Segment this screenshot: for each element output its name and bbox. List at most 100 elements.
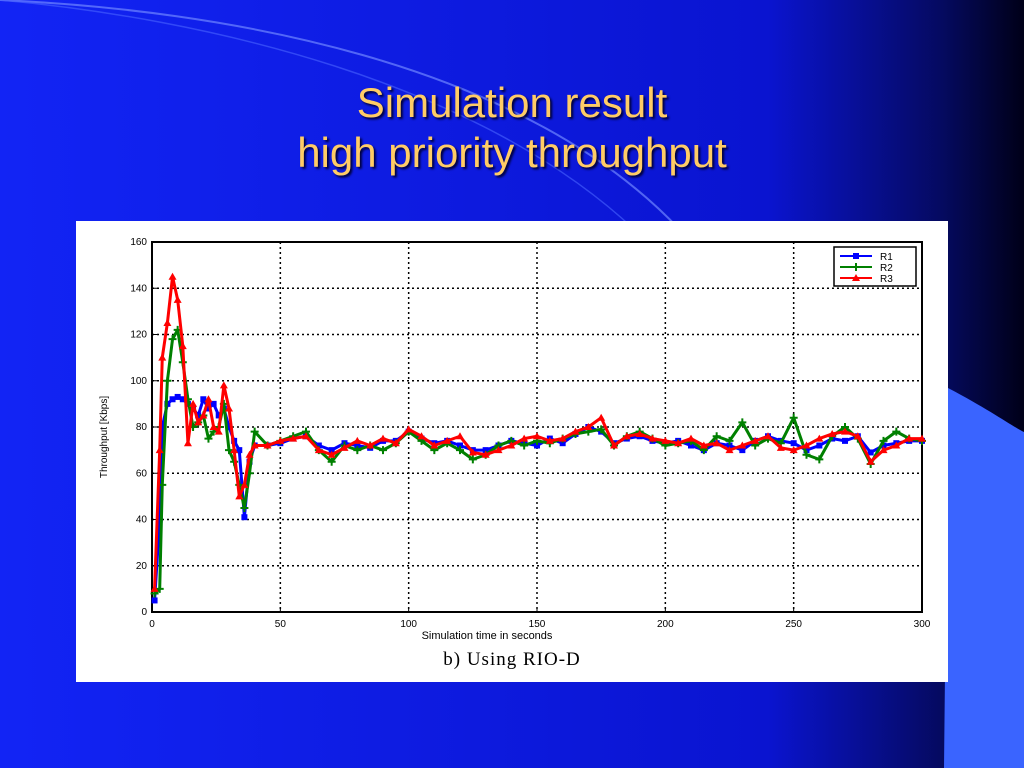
series-r3: [150, 272, 926, 592]
data-point: [534, 442, 540, 449]
data-point: [776, 443, 785, 451]
y-tick-label: 160: [130, 237, 147, 248]
data-point: [879, 436, 888, 445]
data-point: [853, 253, 859, 259]
data-point: [158, 353, 167, 361]
data-point: [219, 381, 228, 389]
legend-label: R1: [880, 252, 893, 263]
x-tick-label: 250: [785, 619, 802, 630]
data-point: [366, 441, 375, 449]
series-line: [153, 328, 923, 595]
x-tick-label: 0: [149, 619, 155, 630]
data-point: [558, 434, 567, 442]
grid-lines: [152, 242, 922, 612]
title-line-1: Simulation result: [356, 79, 668, 126]
x-tick-label: 300: [914, 619, 931, 630]
data-point: [194, 418, 203, 426]
data-point: [688, 442, 694, 449]
y-tick-label: 140: [130, 283, 147, 294]
data-point: [545, 436, 554, 444]
data-point: [178, 342, 187, 350]
data-point: [789, 413, 798, 422]
x-tick-label: 200: [657, 619, 674, 630]
data-point: [215, 412, 222, 419]
data-point: [168, 335, 177, 344]
y-tick-label: 100: [130, 376, 147, 387]
x-tick-label: 50: [275, 619, 287, 630]
data-point: [918, 434, 926, 442]
data-point: [263, 441, 272, 449]
data-point: [179, 396, 186, 403]
y-tick-label: 80: [136, 422, 148, 433]
data-point: [816, 442, 823, 449]
data-point: [892, 441, 901, 449]
data-point: [240, 503, 249, 512]
data-point: [250, 441, 259, 449]
data-point: [314, 446, 323, 454]
data-point: [276, 436, 285, 444]
data-point: [866, 457, 875, 465]
data-point: [328, 447, 335, 454]
data-point: [648, 434, 657, 442]
data-point: [430, 441, 439, 449]
data-point: [803, 447, 810, 454]
data-point: [699, 441, 708, 449]
data-point: [867, 449, 874, 456]
data-point: [853, 432, 862, 440]
data-point: [163, 376, 172, 385]
data-point: [159, 424, 166, 430]
data-point: [456, 432, 464, 440]
y-tick-label: 20: [136, 561, 148, 572]
data-point: [738, 441, 747, 449]
data-point: [225, 404, 233, 412]
data-point: [226, 424, 232, 430]
data-point: [457, 442, 463, 449]
data-point: [156, 516, 163, 523]
legend-label: R3: [880, 274, 893, 285]
data-point: [841, 427, 849, 435]
data-point: [379, 434, 387, 442]
data-point: [456, 446, 464, 455]
data-point: [507, 441, 516, 449]
data-point: [155, 446, 164, 454]
data-point: [468, 455, 477, 464]
data-point: [815, 434, 824, 442]
data-point: [417, 432, 426, 440]
x-tick-label: 150: [529, 619, 546, 630]
data-point: [214, 427, 223, 435]
data-point: [302, 432, 310, 440]
data-point: [155, 584, 164, 593]
data-point: [852, 274, 860, 281]
data-point: [852, 263, 860, 271]
data-point: [635, 429, 644, 437]
data-point: [828, 429, 837, 437]
data-point: [879, 446, 888, 454]
data-point: [379, 446, 387, 455]
data-point: [235, 492, 244, 500]
data-point: [738, 418, 747, 427]
data-point: [391, 439, 400, 447]
data-point: [204, 395, 213, 403]
data-point: [571, 427, 580, 435]
figure-caption: b) Using RIO-D: [443, 649, 581, 670]
legend-label: R2: [880, 263, 893, 274]
data-point: [150, 584, 159, 592]
data-point: [725, 436, 734, 445]
data-point: [597, 413, 606, 421]
data-point: [802, 441, 811, 449]
data-point: [764, 432, 772, 440]
data-point: [597, 425, 606, 434]
throughput-chart: 0 50 100 150 200 250 300 0 20 40 60 80 100 120 140 160 S…: [99, 237, 931, 642]
data-point: [880, 442, 887, 449]
data-point: [354, 442, 361, 449]
data-point: [225, 446, 233, 455]
y-tick-label: 0: [141, 607, 147, 618]
data-point: [739, 447, 746, 454]
data-point: [789, 446, 798, 454]
corner-wave-shape: [944, 388, 1024, 768]
y-tick-label: 40: [136, 515, 148, 526]
data-point: [353, 446, 362, 455]
data-point: [661, 436, 670, 444]
data-point: [174, 393, 181, 400]
